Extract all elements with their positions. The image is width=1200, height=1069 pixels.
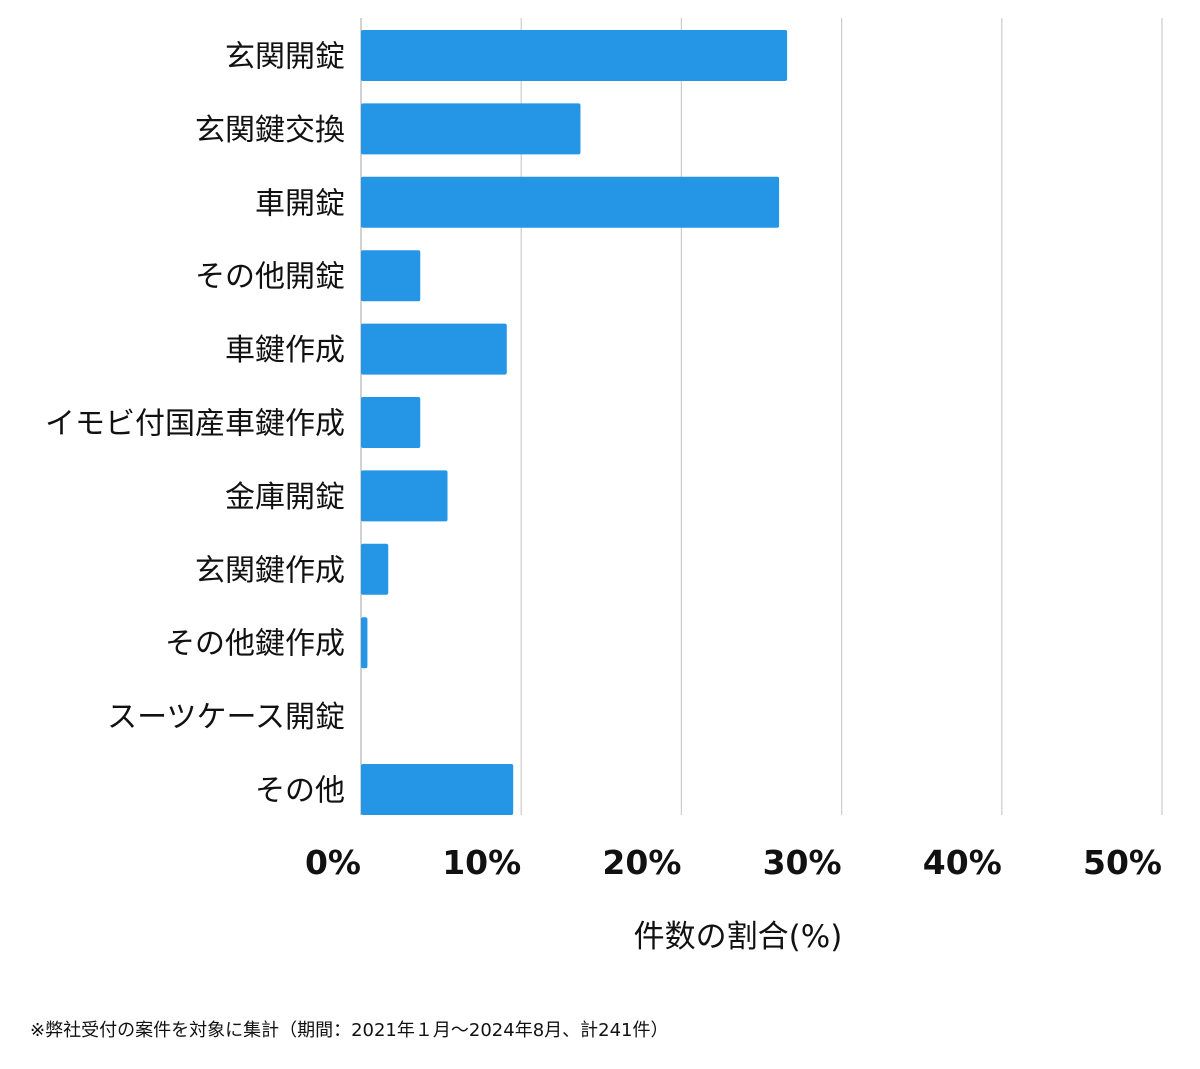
category-label: 玄関鍵作成 bbox=[195, 553, 345, 588]
category-label: 車開錠 bbox=[255, 186, 345, 221]
bar bbox=[361, 250, 421, 302]
x-axis-title: 件数の割合(%) bbox=[634, 919, 843, 955]
bar bbox=[361, 103, 581, 155]
x-tick-label: 10% bbox=[442, 843, 521, 882]
bars bbox=[361, 30, 788, 815]
x-tick-label: 20% bbox=[602, 843, 681, 882]
bar bbox=[361, 397, 421, 448]
category-label: その他鍵作成 bbox=[165, 627, 345, 662]
bar-chart: 玄関開錠玄関鍵交換車開錠その他開錠車鍵作成イモビ付国産車鍵作成金庫開錠玄関鍵作成… bbox=[45, 18, 1163, 955]
category-label: 玄関開錠 bbox=[225, 40, 345, 75]
category-label: スーツケース開錠 bbox=[107, 700, 345, 735]
category-label: 金庫開錠 bbox=[225, 480, 345, 515]
x-tick-label: 0% bbox=[305, 843, 361, 882]
bar bbox=[361, 764, 514, 815]
x-tick-label: 50% bbox=[1083, 843, 1162, 882]
category-label: 玄関鍵交換 bbox=[195, 113, 345, 148]
bar bbox=[361, 323, 507, 375]
category-label: 車鍵作成 bbox=[225, 333, 345, 368]
category-labels: 玄関開錠玄関鍵交換車開錠その他開錠車鍵作成イモビ付国産車鍵作成金庫開錠玄関鍵作成… bbox=[45, 40, 345, 809]
category-label: その他開錠 bbox=[195, 260, 345, 295]
footnote: ※弊社受付の案件を対象に集計（期間：2021年１月〜2024年8月、計241件） bbox=[30, 1020, 669, 1041]
bar bbox=[361, 543, 389, 595]
x-tick-labels: 0% 10% 20% 30% 40% 50% bbox=[305, 843, 1162, 882]
x-tick-label: 40% bbox=[923, 843, 1002, 882]
bar bbox=[361, 176, 780, 228]
bar bbox=[361, 470, 448, 522]
category-label: イモビ付国産車鍵作成 bbox=[45, 407, 345, 442]
bar bbox=[361, 30, 788, 81]
bar bbox=[361, 617, 368, 669]
x-tick-label: 30% bbox=[763, 843, 842, 882]
category-label: その他 bbox=[255, 774, 345, 809]
